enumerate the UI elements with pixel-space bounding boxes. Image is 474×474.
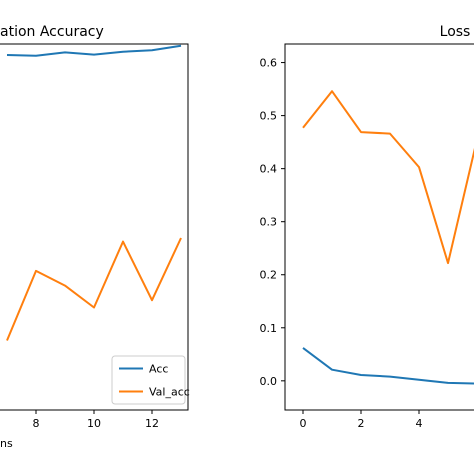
accuracy-plot-frame bbox=[0, 43, 189, 411]
loss-y-tick-label: 0.6 bbox=[260, 57, 278, 70]
accuracy-plot-area bbox=[6, 44, 182, 341]
loss-x-tick-label: 0 bbox=[300, 417, 307, 430]
accuracy-x-ticks: 8 10 12 bbox=[33, 410, 159, 430]
loss-y-tick-label: 0.1 bbox=[260, 322, 278, 335]
loss-y-tick-label: 0.5 bbox=[260, 110, 278, 123]
loss-y-tick-label: 0.3 bbox=[260, 216, 278, 229]
loss-y-tick-label: 0.4 bbox=[260, 163, 278, 176]
accuracy-x-tick-label: 12 bbox=[145, 417, 159, 430]
accuracy-x-axis-label: ns bbox=[0, 437, 13, 450]
loss-y-tick-label: 0.0 bbox=[260, 375, 278, 388]
loss-chart-title: Loss bbox=[440, 24, 471, 40]
loss-x-ticks: 0 2 4 bbox=[300, 410, 423, 430]
loss-series-0-line bbox=[302, 347, 474, 385]
accuracy-chart: ation Accuracy 8 10 12 ns Acc Val_acc bbox=[0, 24, 190, 450]
loss-series-1-line bbox=[302, 90, 474, 265]
loss-plot-frame bbox=[284, 43, 474, 411]
accuracy-chart-title: ation Accuracy bbox=[0, 24, 104, 40]
accuracy-series-1-line bbox=[6, 237, 182, 341]
accuracy-series-0-line bbox=[6, 44, 182, 57]
loss-chart: Loss 0 2 4 0.0 0.1 0.2 0.3 0.4 0.5 0.6 bbox=[260, 24, 474, 430]
accuracy-x-tick-label: 10 bbox=[87, 417, 101, 430]
loss-y-ticks: 0.0 0.1 0.2 0.3 0.4 0.5 0.6 bbox=[260, 57, 285, 388]
loss-x-tick-label: 4 bbox=[416, 417, 423, 430]
accuracy-x-tick-label: 8 bbox=[33, 417, 40, 430]
loss-plot-area bbox=[302, 90, 474, 385]
legend-label-val-acc: Val_acc bbox=[149, 386, 190, 399]
loss-y-tick-label: 0.2 bbox=[260, 269, 278, 282]
legend-label-acc: Acc bbox=[149, 363, 168, 376]
accuracy-legend: Acc Val_acc bbox=[111, 355, 190, 405]
loss-x-tick-label: 2 bbox=[358, 417, 365, 430]
